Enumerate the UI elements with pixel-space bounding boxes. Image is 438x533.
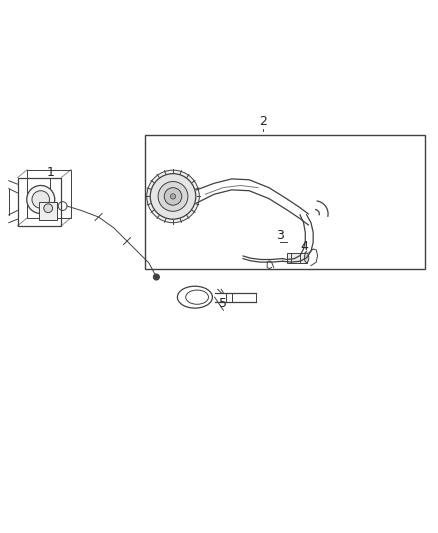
Bar: [145, 135, 425, 269]
Circle shape: [27, 185, 55, 214]
Circle shape: [147, 170, 199, 223]
Bar: [39, 201, 57, 220]
Text: 4: 4: [300, 240, 308, 253]
Text: 3: 3: [276, 229, 284, 243]
Circle shape: [164, 188, 182, 205]
Bar: [287, 253, 307, 263]
Ellipse shape: [304, 253, 309, 263]
Circle shape: [32, 191, 49, 208]
Circle shape: [170, 194, 176, 199]
Text: 2: 2: [259, 116, 267, 128]
Circle shape: [150, 174, 196, 219]
Text: 5: 5: [219, 297, 227, 310]
Circle shape: [158, 182, 188, 211]
Circle shape: [44, 204, 53, 213]
Text: 1: 1: [46, 166, 54, 179]
Circle shape: [153, 274, 159, 280]
